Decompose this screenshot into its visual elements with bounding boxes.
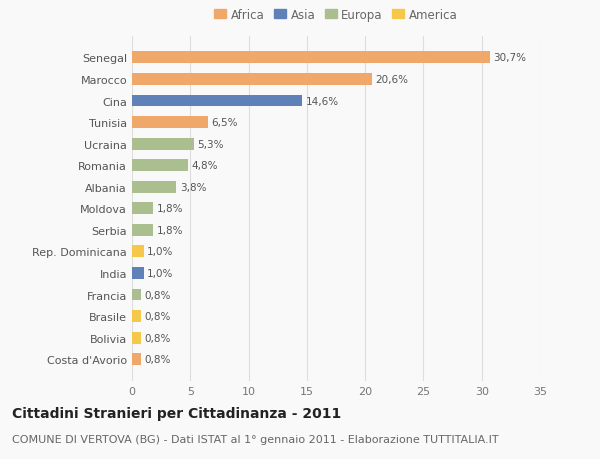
Text: 3,8%: 3,8% (180, 182, 206, 192)
Bar (132, 224, 153, 236)
Bar (132, 52, 490, 64)
Text: 1,8%: 1,8% (157, 204, 183, 214)
Text: 6,5%: 6,5% (211, 118, 238, 128)
Text: Cittadini Stranieri per Cittadinanza - 2011: Cittadini Stranieri per Cittadinanza - 2… (12, 406, 341, 420)
Bar (132, 268, 143, 279)
Bar (132, 139, 194, 150)
Text: 4,8%: 4,8% (191, 161, 218, 171)
Text: 0,8%: 0,8% (145, 354, 171, 364)
Text: COMUNE DI VERTOVA (BG) - Dati ISTAT al 1° gennaio 2011 - Elaborazione TUTTITALIA: COMUNE DI VERTOVA (BG) - Dati ISTAT al 1… (12, 434, 499, 444)
Bar (132, 332, 142, 344)
Bar (132, 160, 188, 172)
Text: 1,0%: 1,0% (147, 247, 173, 257)
Text: 20,6%: 20,6% (376, 75, 409, 85)
Text: 14,6%: 14,6% (305, 96, 339, 106)
Bar (132, 74, 372, 86)
Bar (132, 181, 176, 193)
Bar (132, 310, 142, 322)
Text: 1,0%: 1,0% (147, 269, 173, 278)
Text: 0,8%: 0,8% (145, 290, 171, 300)
Bar (132, 95, 302, 107)
Text: 1,8%: 1,8% (157, 225, 183, 235)
Bar (132, 117, 208, 129)
Text: 5,3%: 5,3% (197, 140, 224, 149)
Bar (132, 353, 142, 365)
Legend: Africa, Asia, Europa, America: Africa, Asia, Europa, America (212, 6, 460, 24)
Bar (132, 246, 143, 258)
Text: 0,8%: 0,8% (145, 311, 171, 321)
Text: 0,8%: 0,8% (145, 333, 171, 343)
Text: 30,7%: 30,7% (493, 53, 526, 63)
Bar (132, 203, 153, 215)
Bar (132, 289, 142, 301)
